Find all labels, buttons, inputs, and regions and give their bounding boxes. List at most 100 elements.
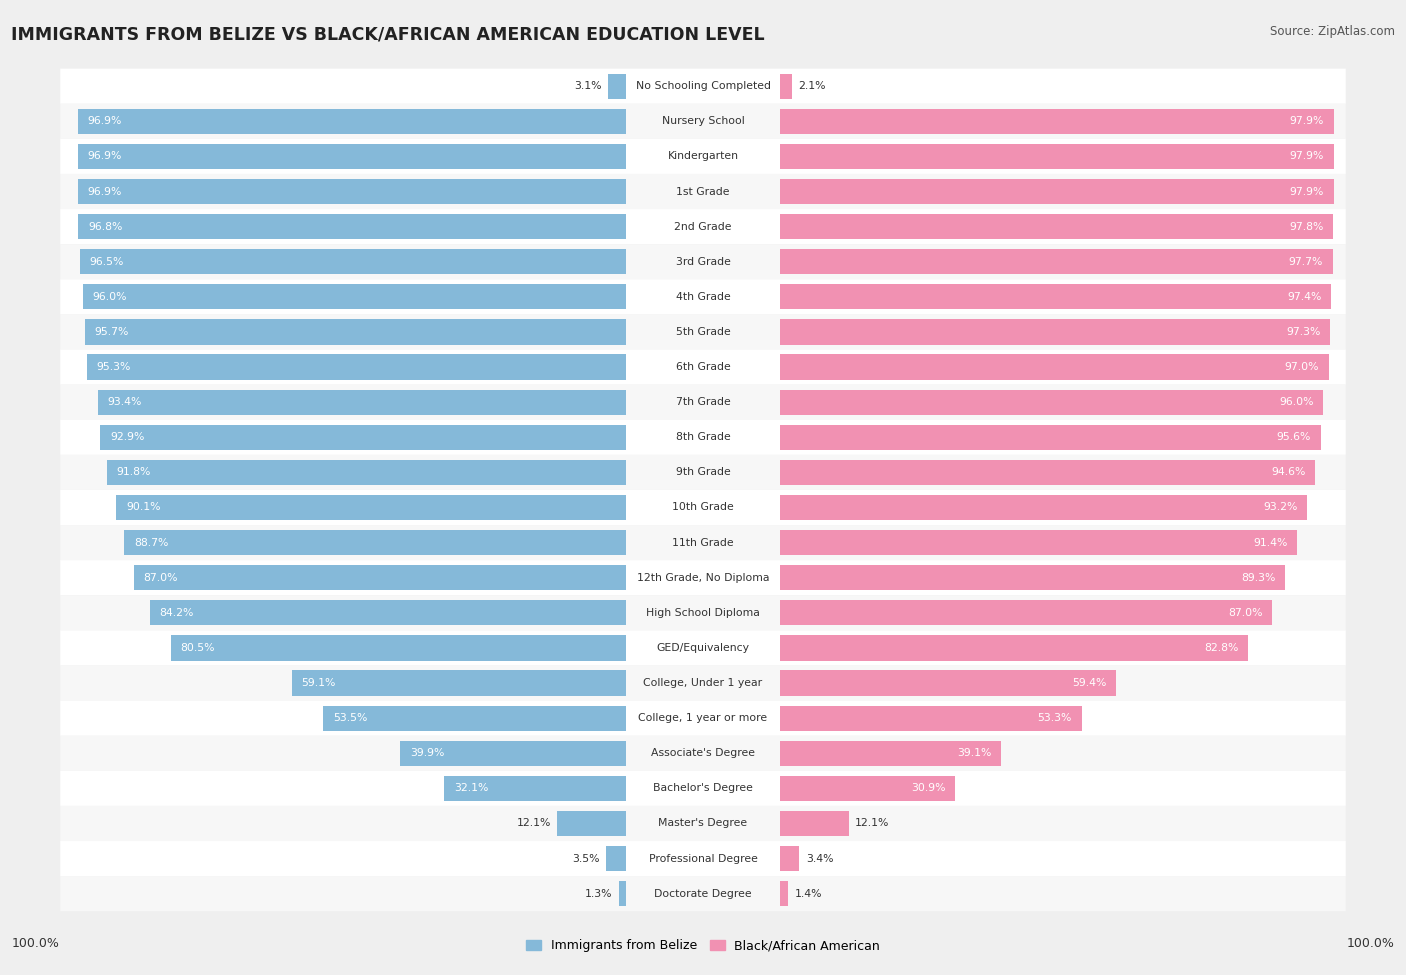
Text: 30.9%: 30.9% [911,783,945,794]
Text: 11th Grade: 11th Grade [672,537,734,548]
Bar [619,881,626,907]
Text: Nursery School: Nursery School [662,116,744,127]
Text: 1st Grade: 1st Grade [676,186,730,197]
Text: 94.6%: 94.6% [1271,467,1306,478]
Text: 80.5%: 80.5% [180,643,215,653]
Bar [780,355,1329,379]
Text: 93.2%: 93.2% [1263,502,1298,513]
Text: 87.0%: 87.0% [143,572,179,583]
Legend: Immigrants from Belize, Black/African American: Immigrants from Belize, Black/African Am… [520,934,886,957]
FancyBboxPatch shape [60,771,1346,806]
Bar [557,811,626,837]
Text: 7th Grade: 7th Grade [676,397,730,408]
Bar [117,495,626,520]
Text: 32.1%: 32.1% [454,783,488,794]
Bar [780,846,800,872]
Text: 96.0%: 96.0% [1279,397,1313,408]
Text: 97.4%: 97.4% [1286,292,1322,302]
Text: 96.5%: 96.5% [90,256,124,267]
Text: College, 1 year or more: College, 1 year or more [638,713,768,723]
FancyBboxPatch shape [60,68,1346,103]
Bar [780,881,787,907]
Text: Bachelor's Degree: Bachelor's Degree [652,783,754,794]
Bar [780,390,1323,414]
Text: College, Under 1 year: College, Under 1 year [644,678,762,688]
Text: 3rd Grade: 3rd Grade [675,256,731,267]
Text: 4th Grade: 4th Grade [676,292,730,302]
Text: 84.2%: 84.2% [159,607,194,618]
Bar [780,319,1330,344]
Bar [87,355,626,379]
Bar [780,636,1249,660]
Text: 87.0%: 87.0% [1227,607,1263,618]
FancyBboxPatch shape [60,877,1346,912]
Text: 82.8%: 82.8% [1205,643,1239,653]
Bar [100,425,626,449]
Text: 8th Grade: 8th Grade [676,432,730,443]
Text: 3.4%: 3.4% [806,853,834,864]
Text: 1.3%: 1.3% [585,888,612,899]
Bar [780,495,1308,520]
Bar [780,811,849,837]
Text: Associate's Degree: Associate's Degree [651,748,755,759]
Text: 91.4%: 91.4% [1253,537,1288,548]
FancyBboxPatch shape [60,454,1346,489]
Bar [107,460,626,485]
Text: 96.8%: 96.8% [89,221,122,232]
Bar [780,214,1333,239]
FancyBboxPatch shape [60,596,1346,631]
Bar [401,741,626,766]
Bar [149,601,626,625]
Bar [77,108,626,134]
Bar [170,636,626,660]
Text: 90.1%: 90.1% [127,502,160,513]
Text: 95.6%: 95.6% [1277,432,1312,443]
Bar [84,319,626,344]
Text: 3.1%: 3.1% [575,81,602,92]
Bar [780,108,1334,134]
Text: 6th Grade: 6th Grade [676,362,730,372]
Bar [79,214,626,239]
Text: 12th Grade, No Diploma: 12th Grade, No Diploma [637,572,769,583]
Text: 1.4%: 1.4% [794,888,823,899]
Bar [780,671,1116,696]
Text: 96.0%: 96.0% [93,292,127,302]
Bar [780,178,1334,204]
Text: 91.8%: 91.8% [117,467,150,478]
Text: 12.1%: 12.1% [855,818,890,829]
Text: 39.1%: 39.1% [957,748,991,759]
Bar [291,671,626,696]
Text: 53.5%: 53.5% [333,713,367,723]
Text: 97.8%: 97.8% [1289,221,1323,232]
Text: 88.7%: 88.7% [134,537,169,548]
Text: 97.3%: 97.3% [1286,327,1320,337]
FancyBboxPatch shape [60,244,1346,279]
FancyBboxPatch shape [60,736,1346,771]
Text: 97.9%: 97.9% [1289,116,1324,127]
Text: 3.5%: 3.5% [572,853,599,864]
FancyBboxPatch shape [60,489,1346,526]
Text: 2nd Grade: 2nd Grade [675,221,731,232]
Bar [780,530,1298,555]
Text: 9th Grade: 9th Grade [676,467,730,478]
Bar [780,249,1333,274]
Bar [606,846,626,872]
Text: 59.4%: 59.4% [1073,678,1107,688]
Bar [780,601,1272,625]
Bar [780,460,1315,485]
Bar [780,741,1001,766]
Text: IMMIGRANTS FROM BELIZE VS BLACK/AFRICAN AMERICAN EDUCATION LEVEL: IMMIGRANTS FROM BELIZE VS BLACK/AFRICAN … [11,25,765,43]
Text: 89.3%: 89.3% [1241,572,1275,583]
FancyBboxPatch shape [60,279,1346,314]
FancyBboxPatch shape [60,561,1346,596]
Bar [780,566,1285,590]
Bar [77,178,626,204]
Bar [780,776,955,801]
FancyBboxPatch shape [60,138,1346,174]
FancyBboxPatch shape [60,314,1346,349]
Bar [444,776,626,801]
Text: 97.0%: 97.0% [1285,362,1319,372]
Text: 93.4%: 93.4% [107,397,142,408]
FancyBboxPatch shape [60,174,1346,209]
Bar [83,284,626,309]
